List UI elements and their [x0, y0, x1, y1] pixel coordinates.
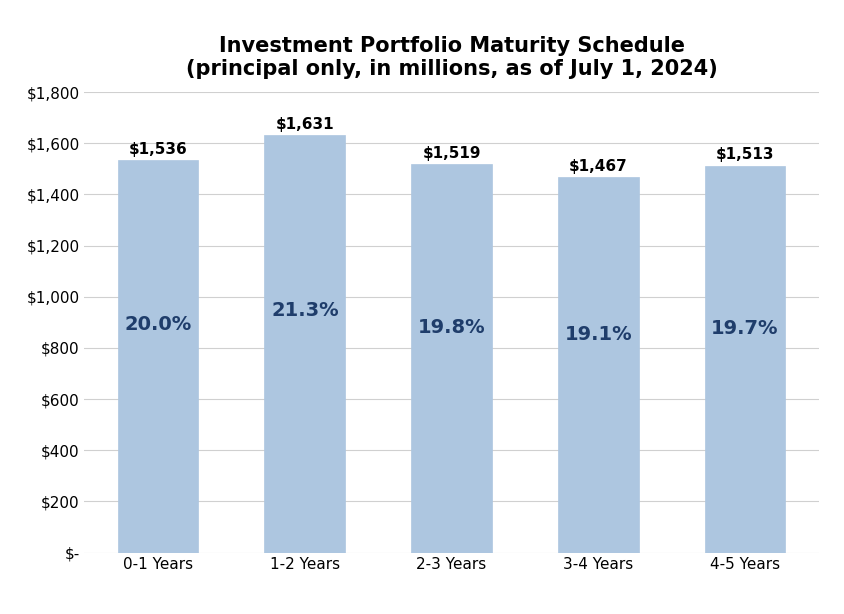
Text: $1,519: $1,519	[422, 146, 481, 161]
Text: 20.0%: 20.0%	[125, 315, 192, 334]
Text: 19.1%: 19.1%	[565, 325, 632, 344]
Bar	[118, 160, 198, 553]
Bar	[705, 166, 785, 553]
Bar	[264, 135, 345, 553]
Bar	[558, 177, 639, 553]
Bar	[411, 164, 492, 553]
Text: $1,536: $1,536	[129, 142, 187, 157]
Text: 19.7%: 19.7%	[711, 319, 779, 338]
Text: $1,631: $1,631	[275, 117, 334, 132]
Text: 21.3%: 21.3%	[271, 301, 338, 320]
Text: 19.8%: 19.8%	[418, 317, 485, 336]
Text: $1,513: $1,513	[716, 147, 774, 163]
Title: Investment Portfolio Maturity Schedule
(principal only, in millions, as of July : Investment Portfolio Maturity Schedule (…	[186, 36, 717, 79]
Text: $1,467: $1,467	[569, 159, 628, 174]
